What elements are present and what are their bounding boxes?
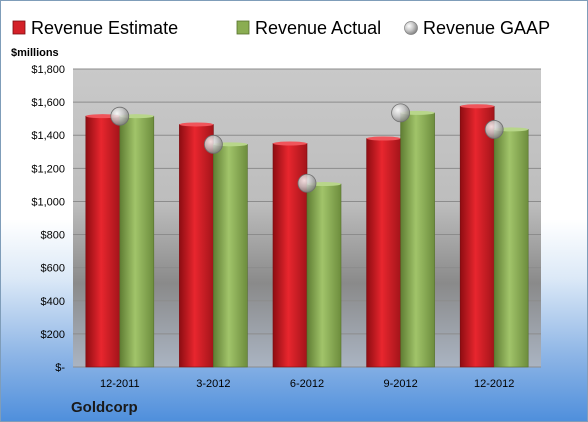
y-tick-label: $400 [41, 296, 65, 308]
y-tick-label: $1,400 [31, 130, 65, 142]
marker-revenue-gaap [484, 120, 504, 139]
gaap-markers [110, 103, 504, 193]
y-axis-ticks: $- $200 $400 $600 $800 $1,000 $1,200 $1,400 $1,6… [31, 64, 65, 374]
legend-item: Revenue Actual [236, 18, 381, 38]
legend-swatch [12, 20, 26, 35]
marker-revenue-gaap [110, 106, 130, 126]
bar-revenue-actual [119, 115, 155, 368]
y-tick-label: $600 [41, 263, 65, 275]
x-tick-label: 12-2012 [474, 378, 514, 390]
legend-item: Revenue Estimate [12, 18, 178, 38]
x-tick-label: 6-2012 [290, 378, 324, 390]
legend-label: Revenue GAAP [423, 18, 550, 38]
legend-label: Revenue Actual [255, 18, 381, 38]
bar-revenue-actual [306, 183, 342, 368]
bar-revenue-estimate [366, 138, 401, 368]
x-tick-label: 3-2012 [196, 378, 230, 390]
x-axis-ticks: 12-2011 3-2012 6-2012 9-2012 12-2012 [100, 378, 514, 390]
y-tick-label: $1,800 [31, 64, 65, 76]
legend-item: Revenue GAAP [404, 18, 550, 38]
bar-revenue-actual [213, 144, 248, 368]
bar-revenue-actual [493, 129, 529, 368]
x-tick-label: 9-2012 [383, 378, 417, 390]
y-tick-label: $1,000 [31, 196, 65, 208]
x-tick-label: 12-2011 [100, 378, 140, 390]
bar-revenue-estimate [459, 105, 495, 368]
legend-swatch [236, 20, 250, 35]
y-tick-label: $1,200 [31, 163, 65, 175]
marker-revenue-gaap [203, 134, 223, 154]
y-tick-label: $800 [41, 230, 65, 242]
legend-label: Revenue Estimate [31, 18, 178, 38]
y-tick-label: $200 [41, 329, 65, 341]
marker-revenue-gaap [391, 103, 411, 123]
bar-revenue-estimate [179, 124, 214, 368]
y-axis-label: $millions [11, 47, 59, 59]
legend: Revenue Estimate Revenue Actual Revenue GA… [12, 18, 550, 38]
marker-revenue-gaap [297, 173, 317, 193]
y-tick-label: $- [55, 362, 65, 374]
company-name: Goldcorp [71, 399, 138, 416]
legend-swatch [404, 21, 418, 35]
bar-revenue-actual [400, 112, 435, 368]
bars [85, 104, 529, 368]
bar-revenue-estimate [85, 115, 121, 368]
y-tick-label: $1,600 [31, 97, 65, 109]
